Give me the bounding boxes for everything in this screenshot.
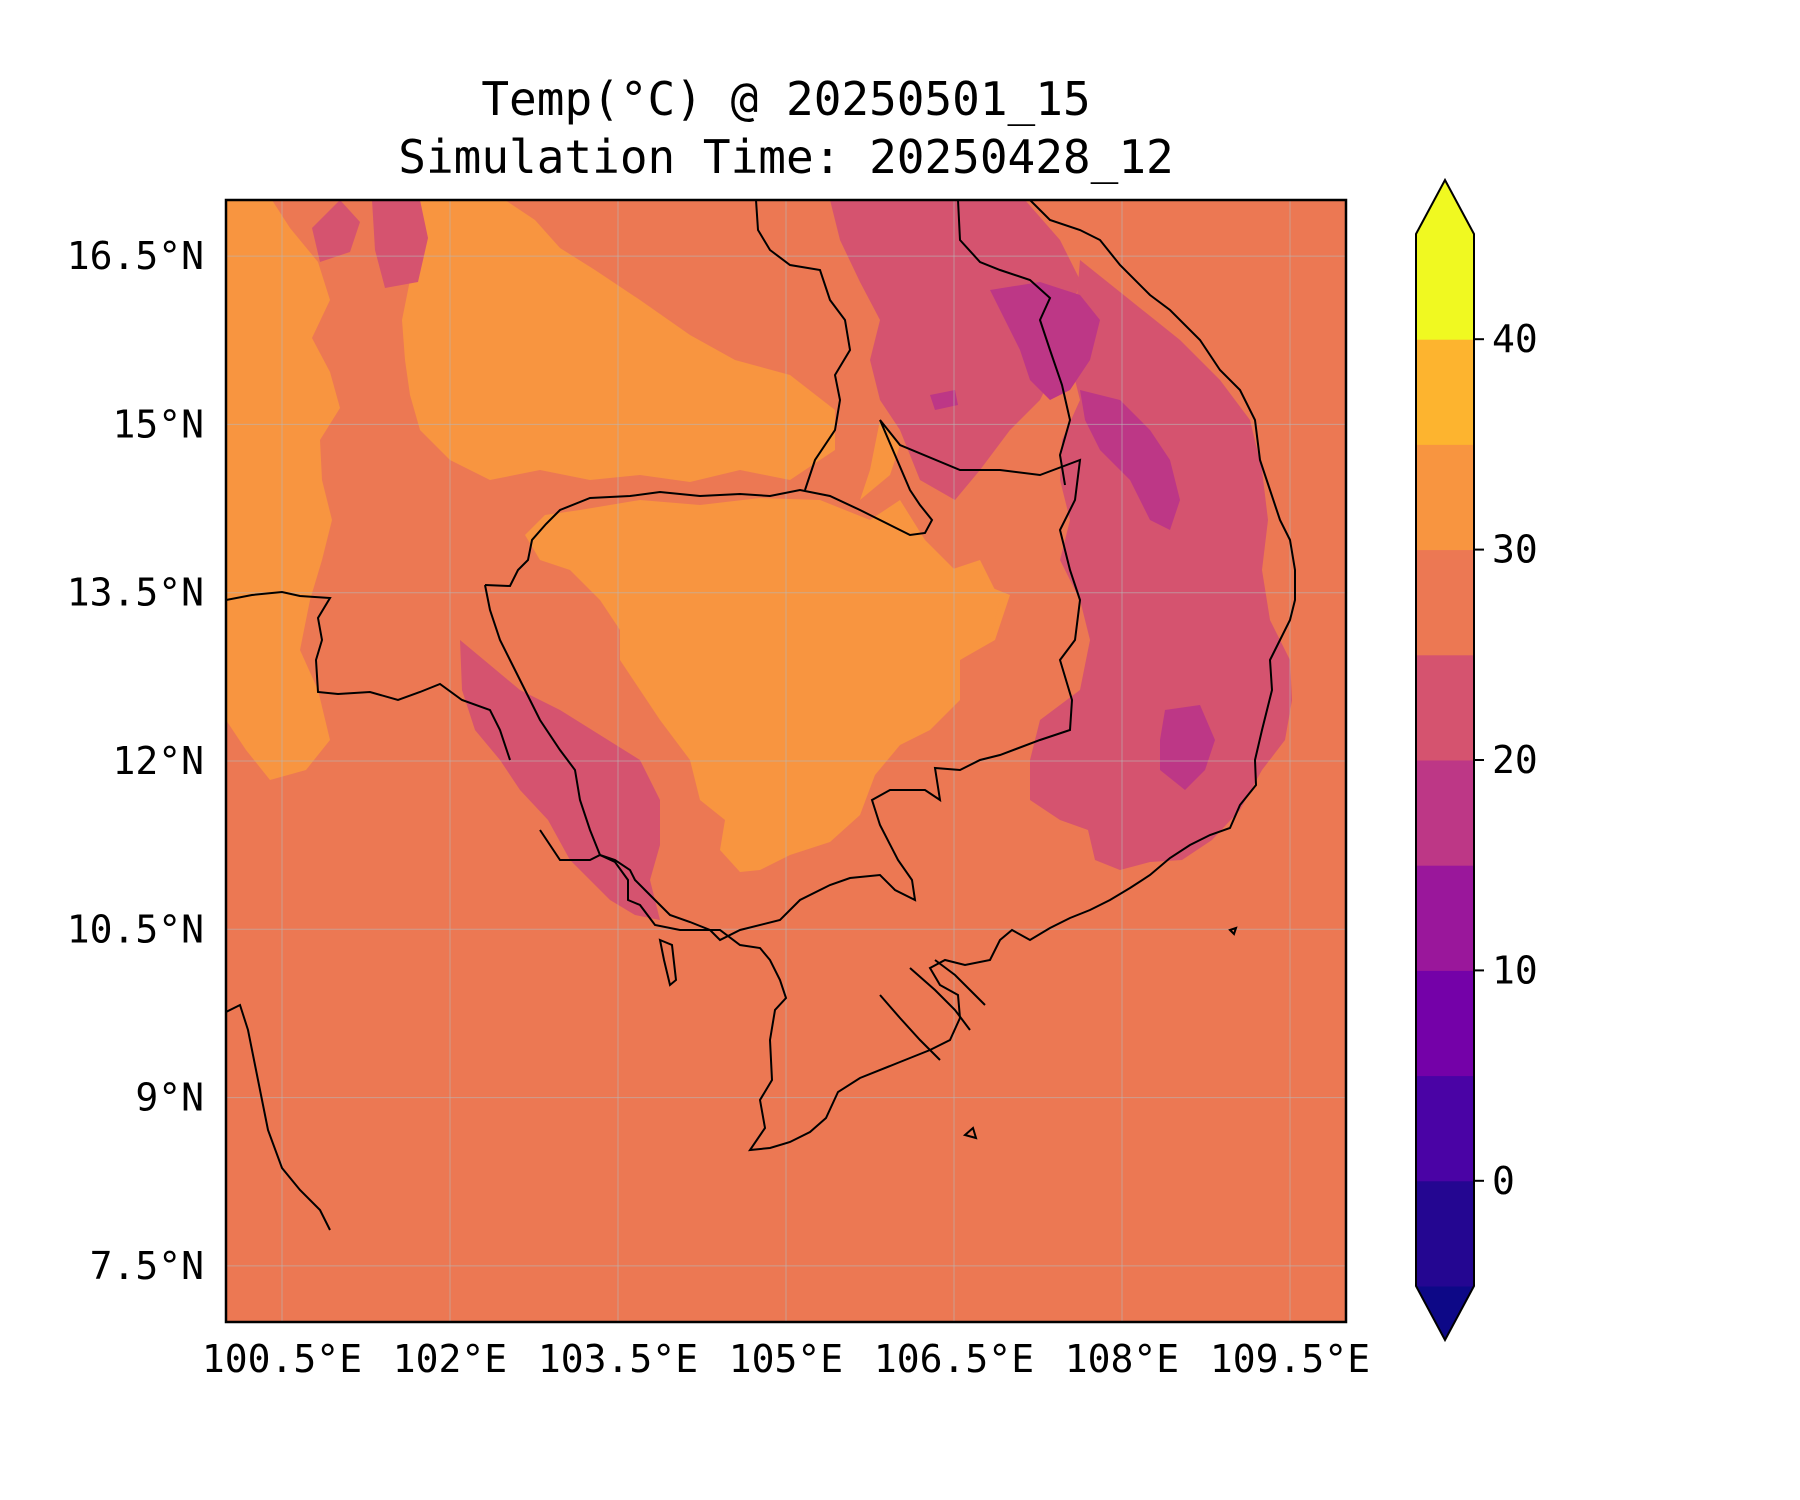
lon-tick-label: 100.5°E: [202, 1337, 362, 1381]
cool-zone-cardamom: [460, 640, 660, 920]
colorbar-tick-label: 30: [1492, 528, 1538, 572]
colorbar-segment: [1416, 865, 1474, 971]
cold-zone-annamite-north: [990, 282, 1100, 400]
cold-zone-annamite-central: [1080, 390, 1180, 530]
lat-tick-label: 13.5°N: [67, 571, 204, 615]
colorbar-segment: [1416, 549, 1474, 656]
coastlines-and-borders: [226, 200, 1296, 1231]
map-frame: [224, 198, 1348, 1324]
mekong-delta-branch-1: [879, 994, 941, 1061]
cool-zone-north-hills: [372, 200, 428, 288]
lon-tick-label: 105°E: [729, 1337, 843, 1381]
laos-border: [755, 200, 852, 491]
colorbar-tick-label: 20: [1492, 738, 1538, 782]
map-title: Temp(°C) @ 20250501_15 Simulation Time: …: [226, 70, 1346, 186]
lon-tick-label: 103.5°E: [538, 1337, 698, 1381]
mekong-delta-branch-3: [934, 959, 986, 1006]
colorbar-segment: [1416, 654, 1474, 761]
colorbar-outline: [1415, 177, 1475, 1343]
lat-tick-label: 7.5°N: [90, 1244, 204, 1288]
title-line-2: Simulation Time: 20250428_12: [398, 130, 1174, 184]
colorbar-segment: [1416, 1180, 1474, 1287]
colorbar-under-extension: [1416, 1286, 1474, 1340]
colorbar-segment: [1416, 760, 1474, 866]
gridlines: [226, 200, 1346, 1322]
warm-zone-mekong: [920, 560, 1000, 660]
mekong-delta-branch-2: [909, 967, 971, 1031]
thailand-west-border: [226, 590, 511, 761]
warm-zone-west: [226, 200, 340, 780]
title-line-1: Temp(°C) @ 20250501_15: [481, 72, 1091, 126]
cambodia-border: [484, 419, 1082, 942]
temperature-field: [226, 200, 1292, 920]
colorbar: 0 10 20 30 40: [1415, 177, 1538, 1343]
lon-tick-label: 102°E: [393, 1337, 507, 1381]
warm-zone-cambodia-central: [525, 498, 1010, 872]
colorbar-segment: [1416, 970, 1474, 1077]
longitude-axis: 100.5°E 102°E 103.5°E 105°E 106.5°E 108°E 109.…: [202, 1337, 1370, 1381]
lat-tick-label: 15°N: [112, 402, 204, 446]
island-1: [962, 1126, 978, 1140]
warm-zone-east-cambodia: [860, 420, 900, 500]
lat-tick-label: 9°N: [135, 1076, 204, 1120]
colorbar-tick-label: 40: [1492, 317, 1538, 361]
cold-zone-small: [930, 390, 958, 410]
lon-tick-label: 109.5°E: [1210, 1337, 1370, 1381]
vietnam-laos-border: [957, 200, 1072, 486]
lat-tick-label: 16.5°N: [67, 234, 204, 278]
lon-tick-label: 108°E: [1065, 1337, 1179, 1381]
cool-zone-north-west: [312, 200, 360, 262]
colorbar-tick-label: 0: [1492, 1159, 1515, 1203]
colorbar-segment: [1416, 444, 1474, 551]
colorbar-tick-label: 10: [1492, 948, 1538, 992]
colorbar-over-extension: [1416, 180, 1474, 234]
island-3: [658, 938, 678, 987]
colorbar-segment: [1416, 234, 1474, 340]
island-2: [1228, 926, 1238, 936]
malay-coast: [226, 1003, 331, 1231]
cold-zone-dalat: [1160, 705, 1215, 790]
colorbar-segment: [1416, 339, 1474, 445]
gulf-of-thailand-coast: [484, 200, 1296, 1152]
lat-tick-label: 10.5°N: [67, 907, 204, 951]
lon-tick-label: 106.5°E: [874, 1337, 1034, 1381]
lat-tick-label: 12°N: [112, 739, 204, 783]
latitude-axis: 16.5°N 15°N 13.5°N 12°N 10.5°N 9°N 7.5°N: [67, 234, 204, 1288]
colorbar-segment: [1416, 1075, 1474, 1182]
